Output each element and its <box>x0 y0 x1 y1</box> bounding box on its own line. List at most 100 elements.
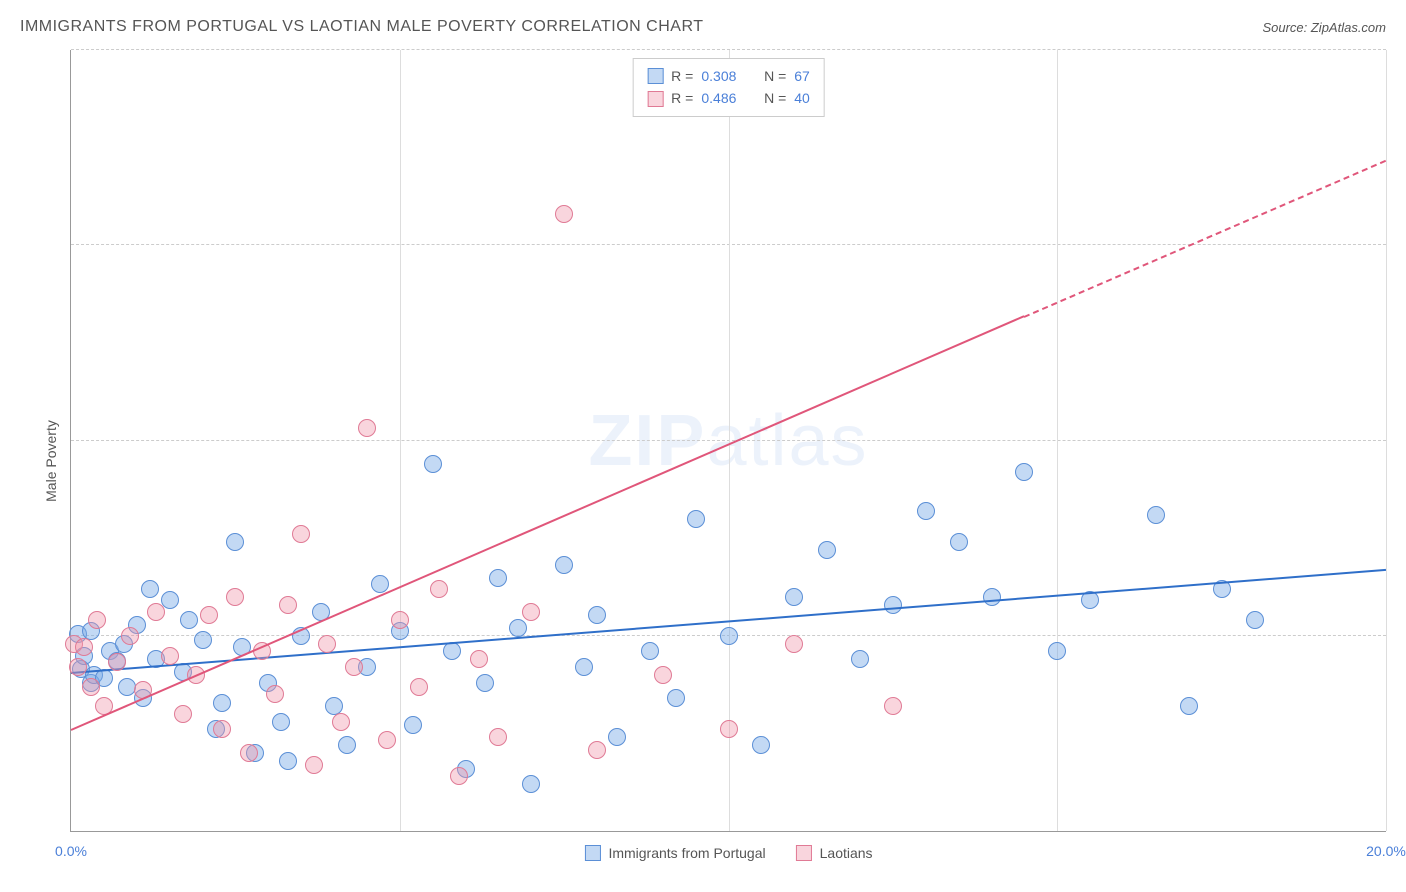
scatter-point-portugal <box>213 694 231 712</box>
scatter-point-portugal <box>371 575 389 593</box>
scatter-point-laotians <box>226 588 244 606</box>
y-tick-label: 25.0% <box>1391 433 1406 449</box>
scatter-point-portugal <box>608 728 626 746</box>
scatter-point-laotians <box>470 650 488 668</box>
scatter-point-laotians <box>654 666 672 684</box>
scatter-point-portugal <box>194 631 212 649</box>
scatter-point-laotians <box>279 596 297 614</box>
scatter-point-laotians <box>266 685 284 703</box>
watermark-light: atlas <box>706 401 868 481</box>
scatter-point-laotians <box>174 705 192 723</box>
scatter-point-laotians <box>69 658 87 676</box>
scatter-point-laotians <box>240 744 258 762</box>
scatter-point-laotians <box>200 606 218 624</box>
scatter-point-laotians <box>378 731 396 749</box>
scatter-point-laotians <box>108 653 126 671</box>
legend-swatch <box>647 91 663 107</box>
scatter-point-portugal <box>404 716 422 734</box>
scatter-point-laotians <box>345 658 363 676</box>
scatter-point-portugal <box>180 611 198 629</box>
scatter-point-portugal <box>884 596 902 614</box>
scatter-point-portugal <box>226 533 244 551</box>
r-prefix: R = <box>671 87 693 109</box>
scatter-point-laotians <box>147 603 165 621</box>
scatter-point-portugal <box>338 736 356 754</box>
plot-container: Male Poverty ZIPatlas 12.5%25.0%37.5%50.… <box>20 50 1386 872</box>
n-value: 67 <box>794 65 810 87</box>
source-prefix: Source: <box>1262 20 1310 35</box>
legend-swatch <box>796 845 812 861</box>
scatter-point-portugal <box>667 689 685 707</box>
series-legend-label: Laotians <box>820 845 873 861</box>
scatter-point-portugal <box>851 650 869 668</box>
legend-swatch <box>584 845 600 861</box>
scatter-point-laotians <box>318 635 336 653</box>
y-axis-label: Male Poverty <box>43 420 59 502</box>
chart-source: Source: ZipAtlas.com <box>1262 20 1386 35</box>
chart-title: IMMIGRANTS FROM PORTUGAL VS LAOTIAN MALE… <box>20 18 703 36</box>
scatter-point-portugal <box>917 502 935 520</box>
r-value: 0.486 <box>701 87 736 109</box>
series-legend-label: Immigrants from Portugal <box>608 845 765 861</box>
scatter-point-portugal <box>1015 463 1033 481</box>
scatter-point-laotians <box>410 678 428 696</box>
scatter-point-portugal <box>443 642 461 660</box>
scatter-point-laotians <box>88 611 106 629</box>
scatter-point-portugal <box>489 569 507 587</box>
scatter-point-portugal <box>818 541 836 559</box>
trend-line <box>71 316 1025 732</box>
n-prefix: N = <box>764 87 786 109</box>
series-legend-item: Laotians <box>796 845 873 861</box>
scatter-point-portugal <box>141 580 159 598</box>
scatter-point-laotians <box>430 580 448 598</box>
scatter-point-portugal <box>509 619 527 637</box>
scatter-point-laotians <box>588 741 606 759</box>
scatter-point-portugal <box>575 658 593 676</box>
n-value: 40 <box>794 87 810 109</box>
y-tick-label: 50.0% <box>1391 42 1406 58</box>
scatter-point-portugal <box>476 674 494 692</box>
scatter-point-laotians <box>720 720 738 738</box>
scatter-point-portugal <box>752 736 770 754</box>
scatter-point-laotians <box>489 728 507 746</box>
scatter-point-laotians <box>391 611 409 629</box>
scatter-point-portugal <box>720 627 738 645</box>
gridline-vertical <box>400 50 401 831</box>
watermark-bold: ZIP <box>588 401 706 481</box>
scatter-point-portugal <box>983 588 1001 606</box>
scatter-point-laotians <box>82 678 100 696</box>
correlation-legend-row: R = 0.308 N = 67 <box>647 65 810 87</box>
scatter-point-portugal <box>588 606 606 624</box>
gridline-vertical <box>1057 50 1058 831</box>
x-tick-label: 20.0% <box>1366 843 1406 859</box>
scatter-point-portugal <box>424 455 442 473</box>
correlation-legend: R = 0.308 N = 67R = 0.486 N = 40 <box>632 58 825 117</box>
scatter-point-portugal <box>555 556 573 574</box>
r-prefix: R = <box>671 65 693 87</box>
scatter-point-portugal <box>785 588 803 606</box>
scatter-point-portugal <box>950 533 968 551</box>
scatter-point-portugal <box>279 752 297 770</box>
scatter-point-laotians <box>305 756 323 774</box>
y-tick-label: 37.5% <box>1391 237 1406 253</box>
gridline-vertical <box>729 50 730 831</box>
scatter-point-laotians <box>358 419 376 437</box>
scatter-point-laotians <box>161 647 179 665</box>
scatter-point-portugal <box>118 678 136 696</box>
scatter-point-laotians <box>555 205 573 223</box>
scatter-point-laotians <box>121 627 139 645</box>
scatter-point-portugal <box>1246 611 1264 629</box>
r-value: 0.308 <box>701 65 736 87</box>
scatter-point-portugal <box>1147 506 1165 524</box>
scatter-point-laotians <box>785 635 803 653</box>
scatter-point-portugal <box>1180 697 1198 715</box>
gridline-vertical <box>1386 50 1387 831</box>
source-name: ZipAtlas.com <box>1311 20 1386 35</box>
scatter-point-laotians <box>75 638 93 656</box>
scatter-point-laotians <box>884 697 902 715</box>
trend-line <box>1024 159 1386 317</box>
chart-header: IMMIGRANTS FROM PORTUGAL VS LAOTIAN MALE… <box>20 18 1386 36</box>
scatter-point-laotians <box>292 525 310 543</box>
correlation-legend-row: R = 0.486 N = 40 <box>647 87 810 109</box>
n-prefix: N = <box>764 65 786 87</box>
